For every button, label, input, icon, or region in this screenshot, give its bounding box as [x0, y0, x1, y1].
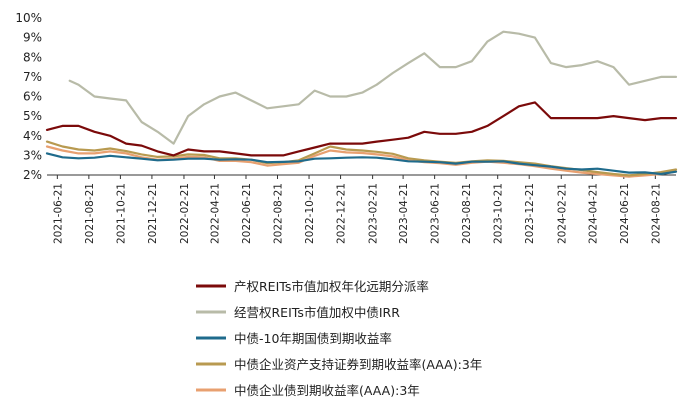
x-tick-label: 2021-06-21	[52, 183, 64, 244]
x-tick-label: 2022-02-21	[179, 183, 191, 244]
x-tick-label: 2021-12-21	[147, 183, 159, 244]
series-line-1	[68, 30, 678, 145]
x-tick-label: 2022-06-21	[241, 183, 253, 244]
x-axis: 2021-06-21 2021-08-21 2021-10-21 2021-12-21…	[47, 174, 676, 244]
x-tick-label: 2023-08-21	[461, 183, 473, 244]
series-layer	[45, 30, 678, 178]
y-tick-label: 7%	[23, 70, 42, 84]
x-tick-label: 2023-06-21	[430, 183, 442, 244]
legend-label: 中债企业债到期收益率(AAA):3年	[234, 383, 420, 398]
y-tick-label: 8%	[23, 50, 42, 64]
legend-label: 经营权REITs市值加权中债IRR	[234, 305, 400, 320]
legend-label: 中债-10年期国债到期收益率	[234, 331, 392, 346]
x-tick-label: 2023-02-21	[368, 183, 380, 244]
x-tick-label: 2022-04-21	[209, 183, 221, 244]
y-tick-label: 4%	[23, 129, 42, 143]
legend-label: 中债企业资产支持证券到期收益率(AAA):3年	[234, 357, 482, 372]
y-tick-label: 5%	[23, 109, 42, 123]
y-tick-label: 3%	[23, 148, 42, 162]
x-tick-label: 2022-08-21	[273, 183, 285, 244]
legend-label: 产权REITs市值加权年化远期分派率	[234, 279, 429, 294]
x-tick-label: 2024-02-21	[556, 183, 568, 244]
series-line-0	[45, 101, 678, 157]
x-tick-label: 2024-08-21	[650, 183, 662, 244]
x-tick-label: 2023-10-21	[493, 183, 505, 244]
x-tick-label: 2023-04-21	[398, 183, 410, 244]
y-tick-label: 10%	[15, 11, 42, 25]
x-tick-label: 2022-12-21	[336, 183, 348, 244]
x-tick-label: 2023-12-21	[524, 183, 536, 244]
y-tick-label: 9%	[23, 31, 42, 45]
x-tick-label: 2024-06-21	[619, 183, 631, 244]
y-tick-label: 6%	[23, 90, 42, 104]
series-line-2	[45, 152, 678, 176]
y-tick-label: 2%	[23, 168, 42, 182]
x-tick-label: 2021-08-21	[84, 183, 96, 244]
x-tick-label: 2024-04-21	[587, 183, 599, 244]
y-axis: 2% 3% 4% 5% 6% 7% 8% 9% 10%	[15, 11, 42, 182]
x-tick-label: 2022-10-21	[304, 183, 316, 244]
x-tick-label: 2021-10-21	[115, 183, 127, 244]
